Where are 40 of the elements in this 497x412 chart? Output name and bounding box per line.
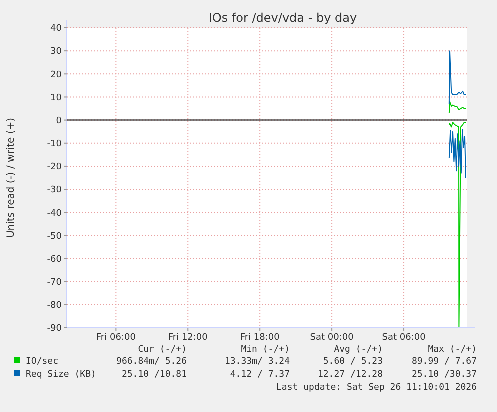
x-tick-label: Fri 18:00 xyxy=(240,333,280,343)
y-tick-label: -10 xyxy=(47,140,62,150)
y-tick-label: -50 xyxy=(47,232,62,242)
text: 25.10 /10.81 xyxy=(122,370,187,380)
y-tick-label: 40 xyxy=(50,24,62,34)
text: Min (-/+) xyxy=(241,345,290,355)
text: Max (-/+) xyxy=(428,345,477,355)
text: Last update: Sat Sep 26 11:10:01 2026 xyxy=(276,383,477,393)
y-tick-label: -40 xyxy=(47,208,62,219)
y-tick-label: -80 xyxy=(47,301,62,312)
x-tick-label: Fri 06:00 xyxy=(96,333,136,343)
text: 966.84m/ 5.26 xyxy=(116,357,187,367)
y-tick-label: -60 xyxy=(47,254,62,265)
y-tick-label: -70 xyxy=(47,278,62,288)
text: 89.99 / 7.67 xyxy=(412,357,477,367)
line-series xyxy=(448,122,466,328)
text: 4.12 / 7.37 xyxy=(230,370,290,380)
y-tick-label: -20 xyxy=(47,162,62,173)
y-tick-label: -30 xyxy=(47,186,62,196)
y-tick-label: -90 xyxy=(47,324,62,334)
line-series xyxy=(448,129,466,178)
x-tick-label: Sat 00:00 xyxy=(310,333,354,343)
chart-title: IOs for /dev/vda - by day xyxy=(208,11,358,25)
x-tick-label: Sat 06:00 xyxy=(382,333,426,343)
text: 25.10 /30.37 xyxy=(412,370,477,380)
y-tick-label: 30 xyxy=(50,47,62,58)
y-tick-label: 10 xyxy=(50,93,62,104)
y-tick-label: 20 xyxy=(50,70,62,80)
line-series xyxy=(448,50,466,105)
text: 13.33m/ 3.24 xyxy=(224,357,290,367)
text: Cur (-/+) xyxy=(138,345,187,355)
text: 12.27 /12.28 xyxy=(318,370,383,380)
y-tick-label: 0 xyxy=(56,116,62,126)
legend-label: Req Size (KB) xyxy=(26,370,96,380)
text: 5.60 / 5.23 xyxy=(323,357,383,367)
x-tick-label: Fri 12:00 xyxy=(168,333,208,343)
line-series xyxy=(448,101,466,114)
legend-label: IO/sec xyxy=(26,357,59,367)
text: Avg (-/+) xyxy=(334,345,383,355)
y-axis-title: Units read (-) / write (+) xyxy=(6,118,17,238)
